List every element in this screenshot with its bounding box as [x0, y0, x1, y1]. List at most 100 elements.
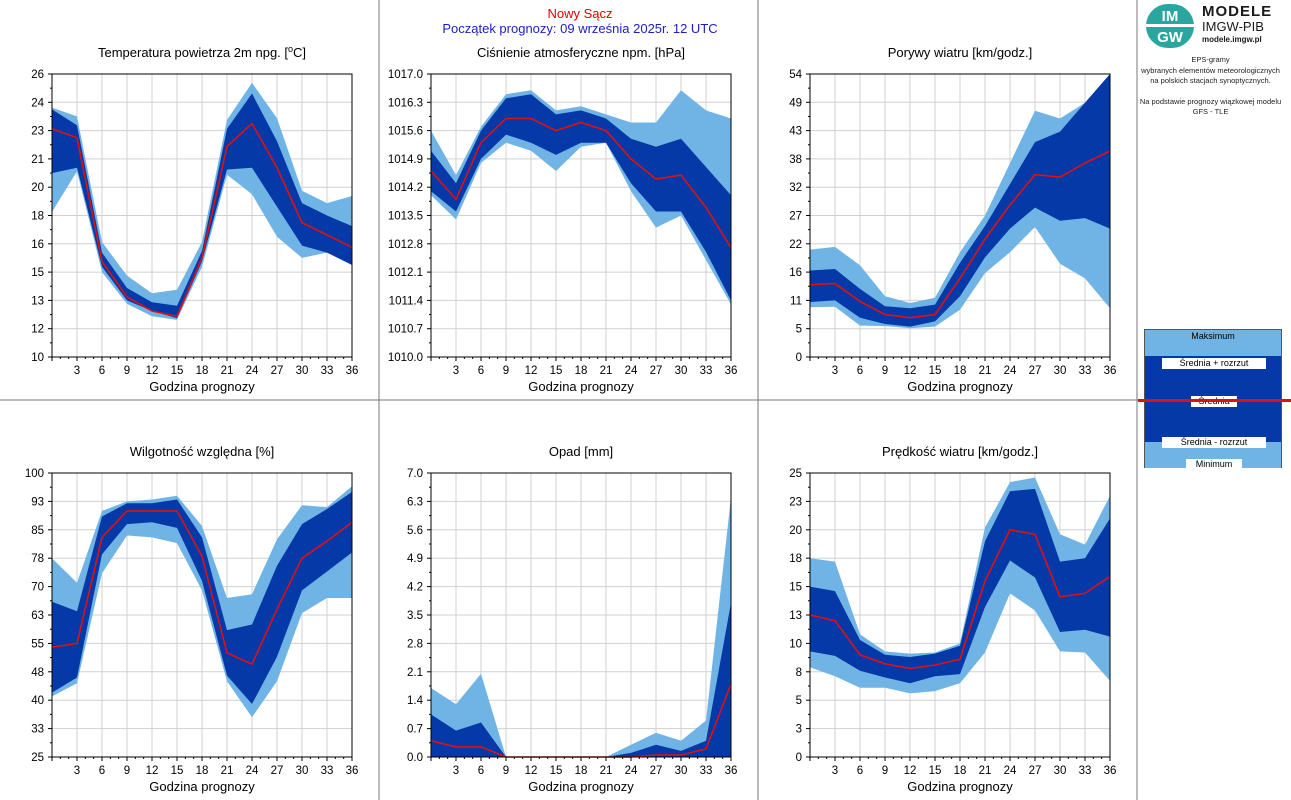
x-tick-label: 6 — [857, 365, 863, 377]
mean-line — [430, 117, 732, 249]
x-axis-label: Godzina prognozy — [149, 779, 255, 794]
panel-frame — [0, 0, 1138, 800]
logo-text: MODELE IMGW-PIB modele.imgw.pl — [1202, 4, 1288, 46]
x-tick-label: 3 — [832, 765, 838, 777]
y-tick-label: 16 — [789, 267, 802, 279]
chart-title: Ciśnienie atmosferyczne npm. [hPa] — [477, 45, 685, 60]
x-tick-label: 9 — [124, 765, 130, 777]
mean-line — [51, 510, 353, 666]
y-tick-label: 55 — [31, 638, 44, 650]
x-tick-label: 18 — [196, 365, 209, 377]
chart-header: Nowy Sącz Początek prognozy: 09 września… — [380, 6, 780, 36]
x-tick-label: 33 — [321, 765, 334, 777]
y-tick-label: 13 — [789, 610, 802, 622]
y-tick-label: 54 — [789, 69, 802, 81]
x-tick-label: 3 — [453, 765, 459, 777]
x-tick-label: 21 — [221, 765, 234, 777]
logo-line2: IMGW-PIB — [1202, 19, 1264, 34]
y-tick-label: 0 — [796, 352, 802, 364]
x-tick-label: 33 — [1079, 765, 1092, 777]
x-tick-label: 24 — [246, 765, 259, 777]
legend-mean-plus-label: Średnia + rozrzut — [1162, 358, 1266, 369]
chart-3: Porywy wiatru [km/godz.] 0 5 11 16 22 27 32 38 43… — [789, 45, 1116, 394]
x-tick-label: 24 — [1004, 365, 1017, 377]
chart-title: Wilgotność względna [%] — [130, 444, 275, 459]
y-tick-label: 1012.1 — [388, 267, 423, 279]
forecast-start: Początek prognozy: 09 września 2025r. 12… — [442, 21, 718, 36]
chart-title: Opad [mm] — [549, 444, 613, 459]
x-tick-label: 33 — [321, 365, 334, 377]
band-spread — [52, 491, 352, 704]
y-tick-label: 100 — [25, 468, 44, 480]
x-axis-label: Godzina prognozy — [907, 379, 1013, 394]
y-tick-label: 20 — [789, 525, 802, 537]
y-tick-label: 11 — [790, 295, 802, 307]
x-axis-label: Godzina prognozy — [528, 379, 634, 394]
x-tick-label: 9 — [503, 365, 509, 377]
y-tick-label: 3 — [796, 724, 802, 736]
y-tick-label: 0.7 — [407, 724, 423, 736]
y-tick-label: 27 — [789, 211, 802, 223]
y-tick-label: 1014.2 — [388, 182, 423, 194]
y-tick-label: 3.5 — [407, 610, 423, 622]
mean-line — [51, 122, 353, 318]
y-tick-label: 0 — [796, 752, 802, 764]
x-tick-label: 9 — [882, 765, 888, 777]
x-tick-label: 30 — [296, 365, 309, 377]
x-tick-label: 24 — [1004, 765, 1017, 777]
x-tick-label: 36 — [725, 765, 738, 777]
x-tick-label: 30 — [296, 765, 309, 777]
x-tick-label: 15 — [929, 365, 942, 377]
x-tick-label: 9 — [124, 365, 130, 377]
x-tick-label: 3 — [74, 365, 80, 377]
x-tick-label: 3 — [74, 765, 80, 777]
y-tick-label: 21 — [31, 154, 44, 166]
x-tick-label: 27 — [650, 765, 663, 777]
info-line4: Na podstawie prognozy wiązkowej modelu — [1139, 96, 1282, 106]
y-tick-label: 48 — [31, 667, 44, 679]
station-name: Nowy Sącz — [547, 6, 613, 21]
x-tick-label: 36 — [346, 365, 359, 377]
y-tick-label: 10 — [789, 638, 802, 650]
legend-max-label: Maksimum — [1191, 331, 1235, 341]
y-tick-label: 12 — [31, 324, 44, 336]
y-tick-label: 5 — [796, 695, 802, 707]
x-tick-label: 6 — [99, 365, 105, 377]
x-tick-label: 21 — [979, 365, 992, 377]
x-tick-label: 30 — [675, 765, 688, 777]
info-line1: EPS-gramy — [1191, 55, 1230, 64]
legend-min-label: Minimum — [1186, 459, 1242, 470]
y-tick-label: 70 — [31, 582, 44, 594]
x-tick-label: 6 — [857, 765, 863, 777]
y-tick-label: 16 — [31, 239, 44, 251]
x-tick-label: 33 — [1079, 365, 1092, 377]
y-tick-label: 1010.7 — [388, 324, 423, 336]
x-tick-label: 6 — [478, 765, 484, 777]
y-tick-label: 1010.0 — [388, 352, 423, 364]
x-tick-label: 24 — [625, 365, 638, 377]
band-min-max — [431, 90, 731, 305]
band-min-max — [810, 74, 1110, 329]
legend-mean-minus-label: Średnia - rozrzut — [1162, 437, 1266, 448]
y-tick-label: 1016.3 — [388, 97, 423, 109]
x-tick-label: 27 — [1029, 365, 1042, 377]
info-line2: wybranych elementów meteorologicznych — [1141, 65, 1280, 75]
x-tick-label: 18 — [575, 365, 588, 377]
x-tick-label: 33 — [700, 765, 713, 777]
info-line5: GFS - TLE — [1192, 107, 1229, 116]
info-text: EPS-gramy wybranych elementów meteorolog… — [1130, 55, 1291, 118]
y-tick-label: 1014.9 — [388, 154, 423, 166]
band-min-max — [52, 486, 352, 718]
y-tick-label: 1.4 — [407, 695, 424, 707]
x-tick-label: 36 — [1104, 765, 1117, 777]
chart-1: Temperatura powietrza 2m npg. [oC] 10 12 13… — [31, 44, 358, 394]
x-tick-label: 30 — [1054, 765, 1067, 777]
y-tick-label: 2.1 — [407, 667, 423, 679]
y-tick-label: 24 — [31, 97, 44, 109]
logo-badge-top: IM — [1162, 8, 1179, 25]
y-tick-label: 20 — [31, 182, 44, 194]
y-tick-label: 38 — [789, 154, 802, 166]
y-tick-label: 4.9 — [407, 553, 423, 565]
y-tick-label: 2.8 — [407, 638, 423, 650]
